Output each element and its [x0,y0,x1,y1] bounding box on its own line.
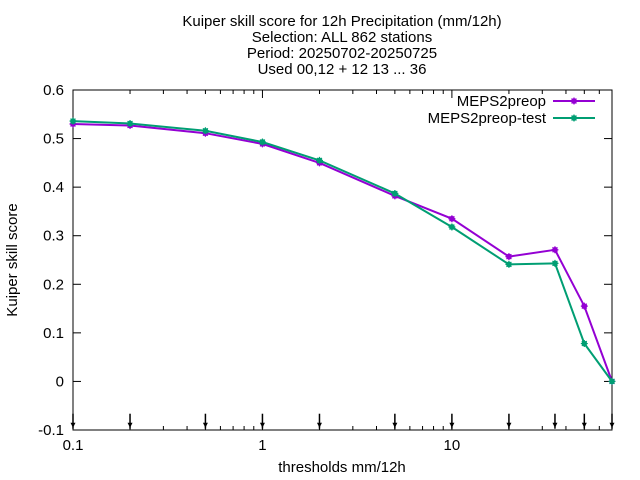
y-tick-label: 0.4 [43,179,64,196]
threshold-marker-head [316,422,322,428]
data-point-marker [448,223,456,231]
data-point-marker [580,340,588,348]
threshold-marker-head [127,422,133,428]
title-line-4: Used 00,12 + 12 13 ... 36 [258,61,427,78]
data-point-marker [391,189,399,197]
plot-frame [72,89,613,431]
y-tick-label: -0.1 [38,422,64,439]
data-point-marker [315,156,323,164]
y-tick-label: 0.6 [43,82,64,99]
legend-marker-star [570,114,578,122]
title-line-3: Period: 20250702-20250725 [247,45,437,62]
y-tick-label: 0.1 [43,325,64,342]
data-point-marker [258,138,266,146]
series-line [72,123,613,382]
x-axis-label: thresholds mm/12h [278,459,406,476]
data-point-marker [201,127,209,135]
series-line [72,120,613,382]
data-point-marker [608,377,616,385]
y-tick-label: 0.2 [43,276,64,293]
y-tick-label: 0.5 [43,131,64,148]
data-point-marker [126,120,134,128]
threshold-marker-head [581,422,587,428]
series-layer [69,117,616,385]
data-point-marker [551,259,559,267]
threshold-marker-head [70,422,76,428]
series-MEPS2preop-test [69,117,616,385]
legend-label: MEPS2preop [457,93,546,110]
threshold-marker-head [392,422,398,428]
threshold-marker-head [202,422,208,428]
data-point-marker [448,215,456,223]
threshold-marker-head [449,422,455,428]
y-axis-label: Kuiper skill score [4,203,21,316]
data-point-marker [505,260,513,268]
threshold-markers [70,413,615,429]
y-tick-label: 0 [56,373,64,390]
threshold-marker-head [506,422,512,428]
title-line-1: Kuiper skill score for 12h Precipitation… [182,13,501,30]
x-tick-label: 10 [444,437,461,454]
threshold-marker-head [552,422,558,428]
x-axis: 0.1 1 10 [63,90,613,454]
x-tick-label: 1 [258,437,266,454]
data-point-marker [505,253,513,261]
legend-marker-star [570,97,578,105]
y-tick-label: 0.3 [43,228,64,245]
series-MEPS2preop [69,120,616,385]
threshold-marker-head [609,422,615,428]
title-line-2: Selection: ALL 862 stations [252,29,432,46]
legend-label: MEPS2preop-test [428,110,547,127]
chart-title: Kuiper skill score for 12h Precipitation… [182,13,501,78]
data-point-marker [69,117,77,125]
data-point-marker [551,246,559,254]
threshold-marker-head [259,422,265,428]
y-axis: -0.1 0 0.1 0.2 0.3 0.4 0.5 0.6 [38,82,612,439]
x-tick-label: 0.1 [63,437,84,454]
data-point-marker [580,302,588,310]
